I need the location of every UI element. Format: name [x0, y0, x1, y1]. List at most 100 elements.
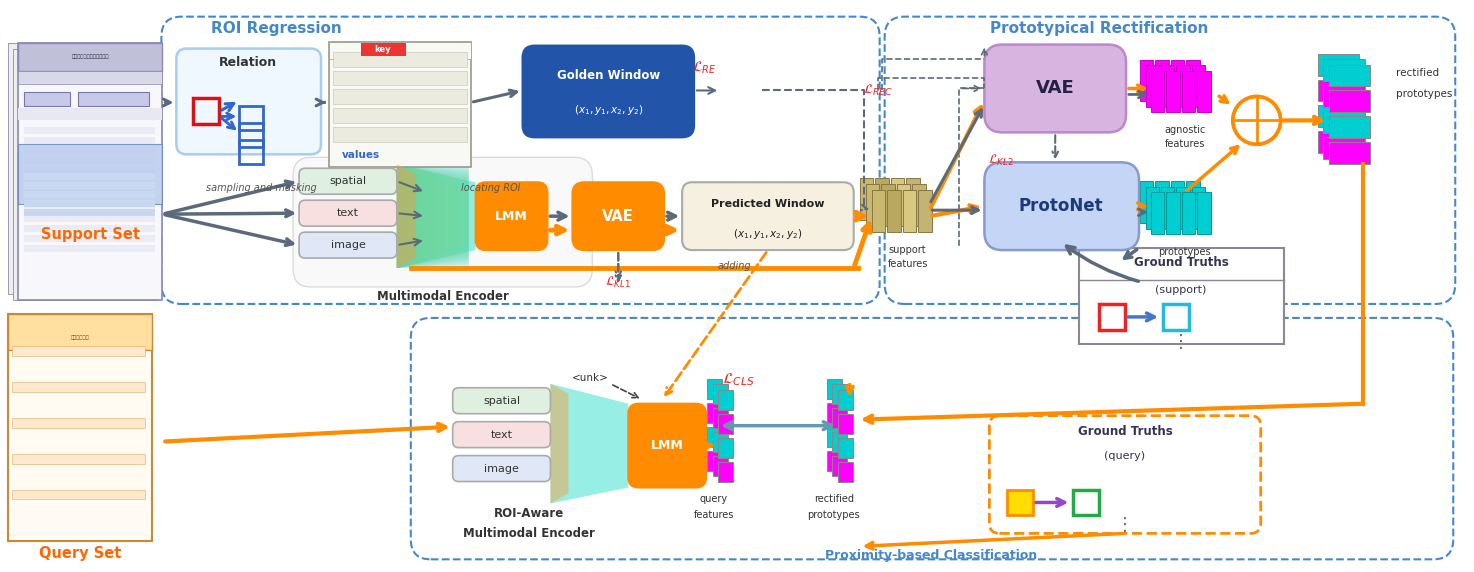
Text: adding: adding	[718, 261, 750, 271]
Text: prototypes: prototypes	[808, 510, 859, 521]
Polygon shape	[397, 164, 460, 268]
Bar	[827, 403, 842, 423]
Bar	[333, 128, 467, 142]
Bar	[881, 184, 895, 226]
Bar	[1328, 117, 1371, 138]
Bar	[24, 157, 155, 164]
Bar	[1318, 132, 1359, 153]
Bar	[827, 451, 842, 471]
Bar	[1328, 65, 1371, 86]
Bar	[12, 502, 146, 511]
Text: ⋮: ⋮	[1172, 333, 1190, 351]
Text: sampling and masking: sampling and masking	[206, 183, 317, 193]
FancyBboxPatch shape	[299, 200, 397, 226]
Polygon shape	[397, 164, 469, 268]
Text: Relation: Relation	[220, 56, 277, 69]
Bar	[1197, 70, 1210, 113]
Polygon shape	[397, 164, 469, 268]
Polygon shape	[397, 164, 454, 268]
Text: (query): (query)	[1104, 451, 1145, 460]
Bar	[876, 178, 889, 220]
Text: $\mathcal{L}_{KL2}$: $\mathcal{L}_{KL2}$	[989, 153, 1014, 168]
Bar	[239, 124, 264, 148]
Bar	[827, 427, 842, 447]
Bar	[1324, 59, 1365, 81]
FancyBboxPatch shape	[453, 455, 550, 482]
Bar	[1182, 192, 1195, 234]
Bar	[1187, 59, 1200, 101]
FancyBboxPatch shape	[989, 416, 1260, 534]
Bar	[12, 442, 146, 452]
Text: rectified: rectified	[814, 494, 853, 505]
Bar	[907, 178, 920, 220]
Bar	[12, 430, 146, 440]
Bar	[837, 414, 853, 434]
Text: Multimodal Encoder: Multimodal Encoder	[463, 527, 594, 540]
Bar	[24, 200, 155, 207]
Bar	[12, 490, 146, 499]
Bar	[1176, 65, 1190, 107]
Bar	[1170, 181, 1185, 223]
Text: ROI-Aware: ROI-Aware	[494, 507, 563, 520]
Bar	[1328, 90, 1371, 113]
Bar	[24, 182, 155, 189]
FancyBboxPatch shape	[177, 49, 321, 154]
Bar	[12, 526, 146, 535]
Bar	[708, 379, 722, 399]
Text: Query Set: Query Set	[40, 546, 122, 561]
Text: ROI Regression: ROI Regression	[211, 21, 342, 36]
Bar	[12, 478, 146, 487]
Bar	[24, 191, 155, 198]
Text: prototypes: prototypes	[1396, 89, 1453, 100]
Bar	[1324, 137, 1365, 159]
Bar	[918, 190, 932, 232]
Polygon shape	[397, 164, 439, 268]
Bar	[1170, 59, 1185, 101]
FancyBboxPatch shape	[628, 404, 706, 487]
Bar	[239, 106, 264, 130]
Bar	[718, 414, 733, 434]
Polygon shape	[397, 164, 466, 268]
FancyBboxPatch shape	[572, 182, 665, 250]
Bar	[329, 42, 470, 58]
Bar	[7, 314, 152, 541]
Polygon shape	[397, 164, 469, 268]
Bar	[1318, 54, 1359, 76]
Bar	[18, 144, 162, 204]
Text: VAE: VAE	[603, 209, 634, 224]
Polygon shape	[397, 164, 429, 268]
Text: <unk>: <unk>	[572, 373, 609, 383]
Bar	[333, 109, 467, 124]
Text: Prototypical Rectification: Prototypical Rectification	[991, 21, 1209, 36]
FancyBboxPatch shape	[476, 182, 547, 250]
Bar	[12, 358, 146, 368]
Bar	[1318, 80, 1359, 101]
Bar	[1182, 70, 1195, 113]
Bar	[837, 462, 853, 482]
Bar	[12, 514, 146, 523]
Bar	[1166, 192, 1179, 234]
Bar	[333, 70, 467, 85]
Text: agnostic: agnostic	[1164, 125, 1206, 136]
Bar	[24, 225, 155, 232]
Text: features: features	[887, 259, 927, 269]
Polygon shape	[397, 164, 469, 268]
Bar	[712, 432, 728, 452]
Bar	[1163, 304, 1190, 330]
Text: ProtoNet: ProtoNet	[1019, 197, 1104, 215]
Text: $(x_1, y_1, x_2, y_2)$: $(x_1, y_1, x_2, y_2)$	[733, 227, 803, 241]
Text: text: text	[338, 208, 360, 218]
Polygon shape	[397, 164, 469, 268]
Bar	[1139, 59, 1154, 101]
Polygon shape	[397, 164, 469, 268]
Bar	[718, 390, 733, 410]
Bar	[912, 184, 926, 226]
Bar	[712, 456, 728, 476]
Bar	[24, 167, 155, 174]
Bar	[833, 408, 848, 428]
Bar	[859, 178, 873, 220]
Polygon shape	[397, 164, 416, 268]
Bar	[1197, 192, 1210, 234]
Bar	[871, 190, 886, 232]
Polygon shape	[397, 164, 469, 268]
